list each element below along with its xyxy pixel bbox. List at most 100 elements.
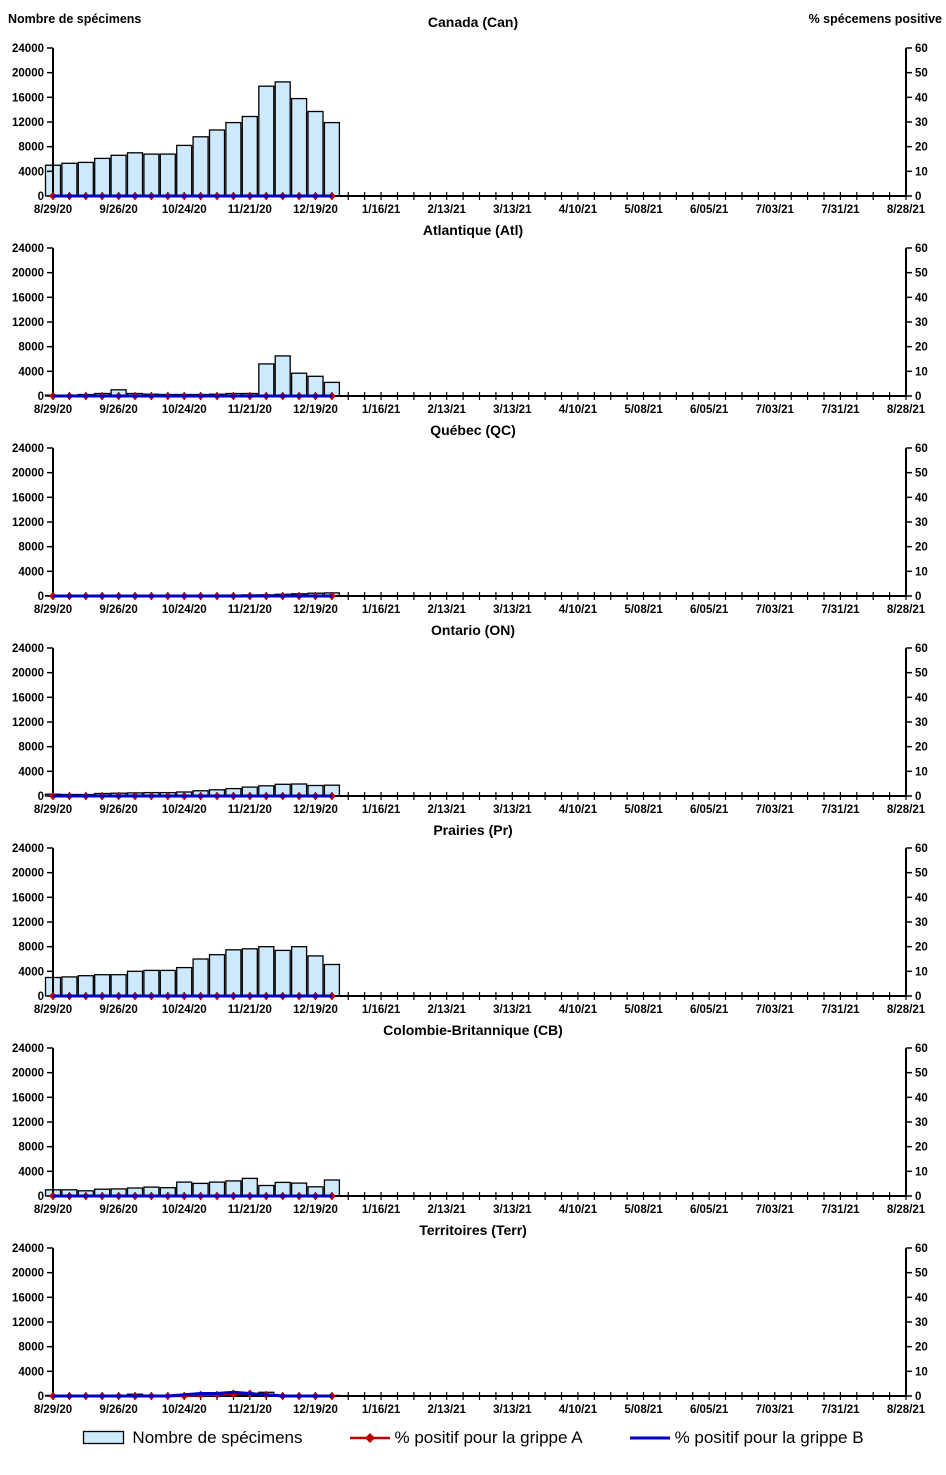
x-tick-label: 11/21/20 — [228, 1404, 272, 1416]
y-right-tick-label: 60 — [915, 443, 928, 455]
legend-label-specimens: Nombre de spécimens — [132, 1428, 303, 1447]
bar-pr-w12 — [241, 948, 258, 997]
bar-atl-w13 — [258, 363, 275, 397]
y-left-tick-label: 20000 — [12, 68, 44, 80]
y-right-tick-label: 30 — [915, 917, 928, 929]
x-tick-label: 1/16/21 — [362, 1204, 401, 1216]
y-left-tick-label: 20000 — [12, 668, 44, 680]
x-tick-label: 10/24/20 — [162, 804, 207, 816]
x-tick-label: 1/16/21 — [362, 204, 401, 216]
x-tick-label: 4/10/21 — [559, 804, 598, 816]
panel-title-qc: Québec (QC) — [430, 422, 516, 438]
y-right-tick-label: 60 — [915, 843, 928, 855]
x-tick-label: 12/19/20 — [293, 1204, 338, 1216]
y-left-tick-label: 24000 — [12, 843, 44, 855]
y-right-tick-label: 20 — [915, 542, 928, 554]
x-tick-label: 7/31/21 — [821, 1204, 860, 1216]
y-left-tick-label: 0 — [38, 1191, 44, 1203]
y-right-tick-label: 40 — [915, 692, 928, 704]
x-tick-label: 8/28/21 — [887, 1204, 926, 1216]
y-right-tick-label: 0 — [915, 191, 921, 203]
y-left-tick-label: 16000 — [12, 1092, 44, 1104]
y-left-tick-label: 0 — [38, 791, 44, 803]
y-left-tick-label: 12000 — [12, 1117, 44, 1129]
x-tick-label: 7/31/21 — [821, 804, 860, 816]
bar-atl-w14 — [274, 355, 291, 397]
x-tick-label: 1/16/21 — [362, 1404, 401, 1416]
x-tick-label: 5/08/21 — [624, 204, 663, 216]
x-tick-label: 2/13/21 — [428, 404, 467, 416]
x-tick-label: 6/05/21 — [690, 604, 729, 616]
x-tick-label: 3/13/21 — [493, 1204, 532, 1216]
y-right-tick-label: 40 — [915, 892, 928, 904]
y-left-tick-label: 24000 — [12, 643, 44, 655]
x-tick-label: 7/03/21 — [756, 1004, 795, 1016]
x-tick-label: 1/16/21 — [362, 1004, 401, 1016]
y-left-tick-label: 4000 — [18, 166, 44, 178]
x-tick-label: 7/31/21 — [821, 204, 860, 216]
x-tick-label: 7/03/21 — [756, 1404, 795, 1416]
y-left-tick-label: 16000 — [12, 492, 44, 504]
x-tick-label: 8/29/20 — [34, 1204, 72, 1216]
bar-can-w6 — [143, 153, 160, 197]
x-tick-label: 5/08/21 — [624, 1004, 663, 1016]
x-tick-label: 9/26/20 — [99, 804, 137, 816]
y-right-tick-label: 0 — [915, 1391, 921, 1403]
chart-panel-on: Ontario (ON) 0 4000 8000 12000 16000 20000 2400… — [0, 620, 946, 820]
x-tick-label: 7/31/21 — [821, 404, 860, 416]
x-tick-label: 9/26/20 — [99, 204, 137, 216]
chart-svg-on: 0 4000 8000 12000 16000 20000 24000 0 10 20 30 40 50… — [12, 643, 928, 816]
x-tick-label: 1/16/21 — [362, 604, 401, 616]
x-tick-label: 8/28/21 — [887, 804, 926, 816]
x-tick-label: 10/24/20 — [162, 1204, 207, 1216]
y-left-tick-label: 8000 — [18, 142, 44, 154]
y-right-tick-label: 10 — [915, 966, 928, 978]
panel-head-on: Ontario (ON) — [0, 620, 946, 640]
y-right-tick-label: 20 — [915, 342, 928, 354]
x-tick-label: 6/05/21 — [690, 1404, 729, 1416]
y-right-tick-label: 0 — [915, 1191, 921, 1203]
chart-svg-terr: 0 4000 8000 12000 16000 20000 24000 0 10 20 30 40 50… — [12, 1243, 928, 1416]
bar-pr-w14 — [274, 949, 291, 997]
x-tick-label: 12/19/20 — [293, 204, 338, 216]
bar-can-w12 — [241, 115, 258, 197]
x-tick-label: 8/28/21 — [887, 1404, 926, 1416]
x-tick-label: 11/21/20 — [228, 404, 272, 416]
bar-pr-w17 — [323, 963, 341, 997]
bar-pr-w16 — [307, 955, 324, 997]
bar-can-w4 — [110, 154, 127, 197]
bar-pr-w8 — [176, 966, 193, 997]
charts-container: Nombre de spécimens % spécemens positive C… — [0, 6, 946, 1420]
chart-panel-cb: Colombie-Britannique (CB) 0 4000 8000 12000 1… — [0, 1020, 946, 1220]
y-left-tick-label: 4000 — [18, 1366, 44, 1378]
bar-can-w2 — [77, 161, 94, 197]
x-tick-label: 12/19/20 — [293, 604, 338, 616]
y-left-tick-label: 12000 — [12, 1317, 44, 1329]
x-tick-label: 12/19/20 — [293, 804, 338, 816]
legend-item-flu-a: % positif pour la grippe A — [349, 1428, 583, 1448]
bar-can-w8 — [176, 144, 193, 197]
x-tick-label: 12/19/20 — [293, 1004, 338, 1016]
panel-title-terr: Territoires (Terr) — [419, 1222, 527, 1238]
y-left-tick-label: 24000 — [12, 1043, 44, 1055]
bar-can-w9 — [192, 136, 209, 197]
y-right-tick-label: 10 — [915, 766, 928, 778]
panel-head-pr: Prairies (Pr) — [0, 820, 946, 840]
chart-svg-qc: 0 4000 8000 12000 16000 20000 24000 0 10 20 30 40 50… — [12, 443, 928, 616]
y-left-tick-label: 20000 — [12, 468, 44, 480]
x-tick-label: 4/10/21 — [559, 604, 598, 616]
x-tick-label: 8/28/21 — [887, 1004, 926, 1016]
x-tick-label: 9/26/20 — [99, 1404, 137, 1416]
legend-label-flu-b: % positif pour la grippe B — [674, 1428, 864, 1447]
y-right-tick-label: 60 — [915, 643, 928, 655]
y-right-tick-label: 20 — [915, 1342, 928, 1354]
x-tick-label: 9/26/20 — [99, 404, 137, 416]
bar-can-w1 — [61, 162, 78, 197]
y-left-tick-label: 4000 — [18, 366, 44, 378]
x-tick-label: 3/13/21 — [493, 604, 532, 616]
y-left-tick-label: 0 — [38, 391, 44, 403]
x-tick-label: 7/31/21 — [821, 1004, 860, 1016]
bar-pr-w15 — [290, 946, 308, 997]
x-tick-label: 8/29/20 — [34, 1004, 72, 1016]
x-tick-label: 3/13/21 — [493, 204, 532, 216]
